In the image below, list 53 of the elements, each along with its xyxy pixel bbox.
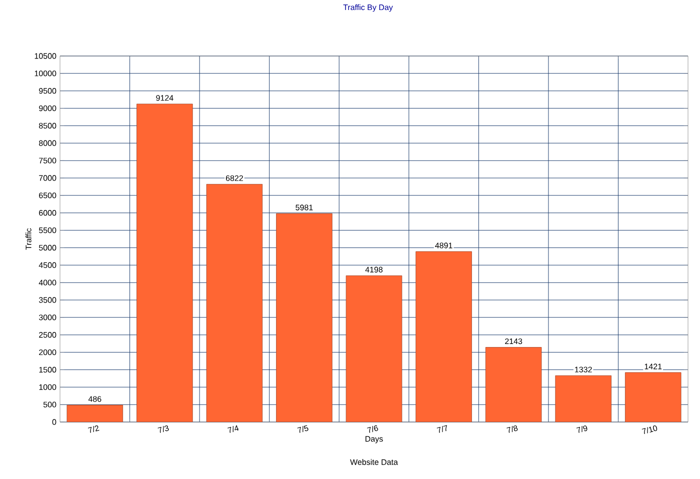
data-label: 4198 <box>365 266 383 272</box>
y-tick-label: 3500 <box>38 297 56 303</box>
y-tick-label: 6000 <box>39 210 56 216</box>
y-tick-label: 3000 <box>38 314 56 320</box>
x-tick-label: 7/2 <box>88 425 100 433</box>
y-axis-title: Traffic <box>25 228 32 250</box>
data-label: 1332 <box>575 366 592 372</box>
y-tick-label: 10000 <box>34 70 56 76</box>
bar <box>555 375 612 422</box>
data-label: 4891 <box>435 242 452 248</box>
x-axis-title: Days <box>366 436 383 444</box>
bar <box>276 213 332 422</box>
y-tick-label: 5000 <box>38 244 56 251</box>
bar <box>485 347 542 422</box>
y-tick-label: 8500 <box>39 122 56 129</box>
data-label: 2143 <box>505 338 522 344</box>
y-tick-label: 2000 <box>39 349 56 356</box>
x-tick-label: 7/9 <box>576 425 588 433</box>
x-tick-label: 7/8 <box>506 425 518 433</box>
y-tick-label: 10500 <box>34 53 56 59</box>
bar <box>416 251 472 422</box>
y-tick-label: 1000 <box>39 384 56 390</box>
y-tick-label: 9500 <box>39 88 56 94</box>
y-tick-label: 7500 <box>39 158 56 164</box>
y-tick-label: 9000 <box>39 105 56 112</box>
bar <box>206 184 263 422</box>
y-tick-label: 7000 <box>39 175 56 181</box>
y-tick-label: 8000 <box>39 140 56 146</box>
y-tick-label: 1500 <box>39 366 56 373</box>
x-tick-label: 7/6 <box>367 425 378 433</box>
x-tick-label: 7/4 <box>227 425 239 433</box>
data-label: 1421 <box>644 364 662 370</box>
bar <box>66 404 124 422</box>
bar <box>136 104 193 422</box>
y-tick-label: 4500 <box>38 262 56 268</box>
x-tick-label: 7/5 <box>297 425 308 433</box>
y-tick-label: 6500 <box>39 192 56 198</box>
x-tick-label: 7/3 <box>158 425 169 433</box>
y-tick-label: 0 <box>52 419 56 425</box>
x-tick-label: 7/7 <box>436 425 447 433</box>
chart-title: Traffic By Day <box>343 4 393 12</box>
y-tick-label: 2500 <box>39 332 56 338</box>
y-tick-label: 4000 <box>38 280 56 286</box>
y-tick-label: 500 <box>43 402 56 408</box>
y-tick-label: 5500 <box>38 227 56 234</box>
data-label: 5981 <box>296 204 313 210</box>
data-label: 6822 <box>226 175 243 182</box>
text: Website Data <box>350 459 398 465</box>
bar <box>625 372 682 422</box>
bar <box>346 275 402 422</box>
data-label: 486 <box>88 396 102 402</box>
data-label: 9124 <box>156 95 174 101</box>
x-tick-label: 7/10 <box>642 425 658 434</box>
